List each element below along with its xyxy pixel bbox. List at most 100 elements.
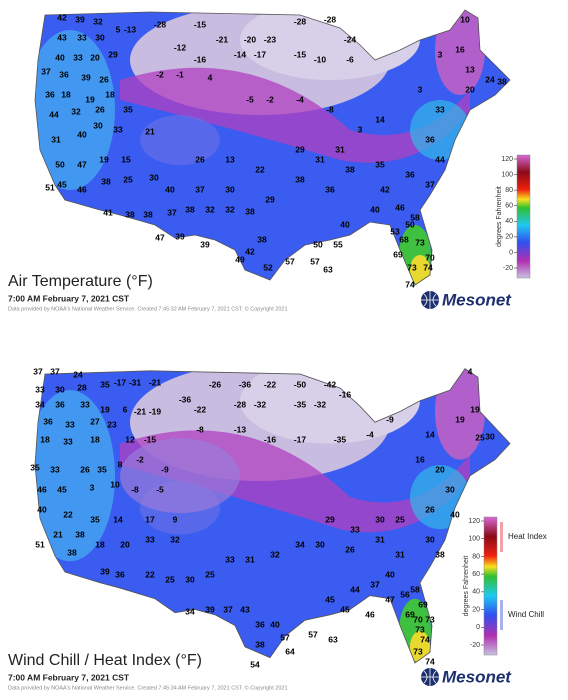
station-value: 55 — [333, 239, 343, 249]
station-value: 51 — [45, 182, 55, 192]
colorbar-tick-label: -20 — [503, 265, 513, 272]
colorbar-tick-label: 100 — [468, 536, 480, 543]
station-value: 6 — [123, 404, 128, 414]
station-value: 24 — [485, 74, 495, 84]
station-value: 74 — [405, 279, 415, 289]
station-value: 29 — [295, 144, 305, 154]
station-value: 46 — [37, 484, 47, 494]
station-value: 32 — [270, 549, 280, 559]
station-value: 36 — [43, 416, 53, 426]
station-value: 63 — [328, 634, 338, 644]
station-value: 38 — [257, 234, 267, 244]
station-value: 26 — [345, 544, 355, 554]
station-value: -26 — [209, 379, 222, 389]
station-value: 19 — [100, 404, 110, 414]
station-value: 42 — [245, 246, 255, 256]
station-value: 25 — [123, 174, 133, 184]
station-value: 19 — [455, 414, 465, 424]
station-value: -16 — [264, 434, 277, 444]
station-value: 40 — [77, 129, 87, 139]
colorbar-label: degrees Fahrenheit — [463, 556, 470, 617]
station-value: -35 — [294, 399, 307, 409]
station-value: 50 — [55, 159, 65, 169]
station-value: 43 — [57, 32, 67, 42]
station-value: 51 — [35, 539, 45, 549]
station-value: 63 — [323, 264, 333, 274]
station-value: -6 — [346, 54, 354, 64]
station-value: 35 — [375, 159, 385, 169]
station-value: 19 — [470, 404, 480, 414]
station-value: 33 — [35, 384, 45, 394]
station-value: 34 — [185, 606, 195, 616]
station-value: 26 — [425, 504, 435, 514]
station-value: 70 — [413, 614, 423, 624]
station-value: 35 — [97, 464, 107, 474]
colorbar-tick-label: 60 — [505, 203, 513, 210]
station-value: 30 — [445, 484, 455, 494]
map-wind-chill — [34, 368, 511, 664]
station-value: 36 — [55, 399, 65, 409]
colorbar — [516, 154, 531, 279]
station-value: 13 — [225, 154, 235, 164]
station-value: 37 — [425, 179, 435, 189]
map-credit: Data provided by NOAA's National Weather… — [8, 684, 288, 691]
station-value: -14 — [234, 49, 247, 59]
station-value: -32 — [254, 399, 267, 409]
station-value: -21 — [134, 406, 147, 416]
logo-text: Mesonet — [442, 290, 512, 309]
station-value: 38 — [125, 209, 135, 219]
station-value: 47 — [385, 594, 395, 604]
colorbar-tick-label: 40 — [472, 589, 480, 596]
station-value: 25 — [475, 432, 485, 442]
station-value: 35 — [30, 462, 40, 472]
station-value: -28 — [324, 14, 337, 24]
map-subtitle: 7:00 AM February 7, 2021 CST — [8, 293, 130, 303]
station-value: 14 — [113, 514, 123, 524]
station-value: 3 — [438, 49, 443, 59]
station-value: 30 — [55, 384, 65, 394]
station-value: 57 — [308, 629, 318, 639]
station-value: 68 — [399, 234, 409, 244]
station-value: 36 — [255, 619, 265, 629]
station-value: 46 — [395, 202, 405, 212]
station-value: 4 — [208, 72, 213, 82]
station-value: -15 — [294, 49, 307, 59]
station-value: -9 — [161, 464, 169, 474]
station-value: 74 — [420, 634, 430, 644]
station-value: 40 — [385, 569, 395, 579]
station-value: 37 — [167, 207, 177, 217]
station-value: -5 — [156, 484, 164, 494]
station-value: 31 — [245, 554, 255, 564]
station-value: 18 — [61, 89, 71, 99]
station-value: -19 — [149, 406, 162, 416]
station-value: 18 — [40, 434, 50, 444]
station-value: 46 — [77, 184, 87, 194]
station-value: 19 — [85, 94, 95, 104]
station-value: 34 — [35, 399, 45, 409]
station-value: 20 — [90, 52, 100, 62]
station-value: 40 — [37, 504, 47, 514]
station-value: 43 — [240, 604, 250, 614]
map-credit: Data provided by NOAA's National Weather… — [8, 305, 288, 312]
station-value: 46 — [365, 609, 375, 619]
station-value: 33 — [73, 52, 83, 62]
station-value: -13 — [234, 424, 247, 434]
station-value: 26 — [80, 464, 90, 474]
station-value: -1 — [176, 69, 184, 79]
station-value: 44 — [350, 584, 360, 594]
station-value: 30 — [185, 574, 195, 584]
station-value: 36 — [115, 569, 125, 579]
station-value: 27 — [90, 416, 100, 426]
colorbar-tick-label: 120 — [468, 518, 480, 525]
station-value: -5 — [246, 94, 254, 104]
station-value: 42 — [57, 12, 67, 22]
station-value: 38 — [101, 176, 111, 186]
map-title: Wind Chill / Heat Index (°F) — [8, 652, 202, 669]
station-value: 30 — [315, 539, 325, 549]
station-value: 35 — [100, 379, 110, 389]
station-value: 39 — [205, 604, 215, 614]
station-value: 20 — [435, 464, 445, 474]
station-value: 22 — [255, 164, 265, 174]
station-value: -36 — [239, 379, 252, 389]
station-value: 30 — [375, 514, 385, 524]
